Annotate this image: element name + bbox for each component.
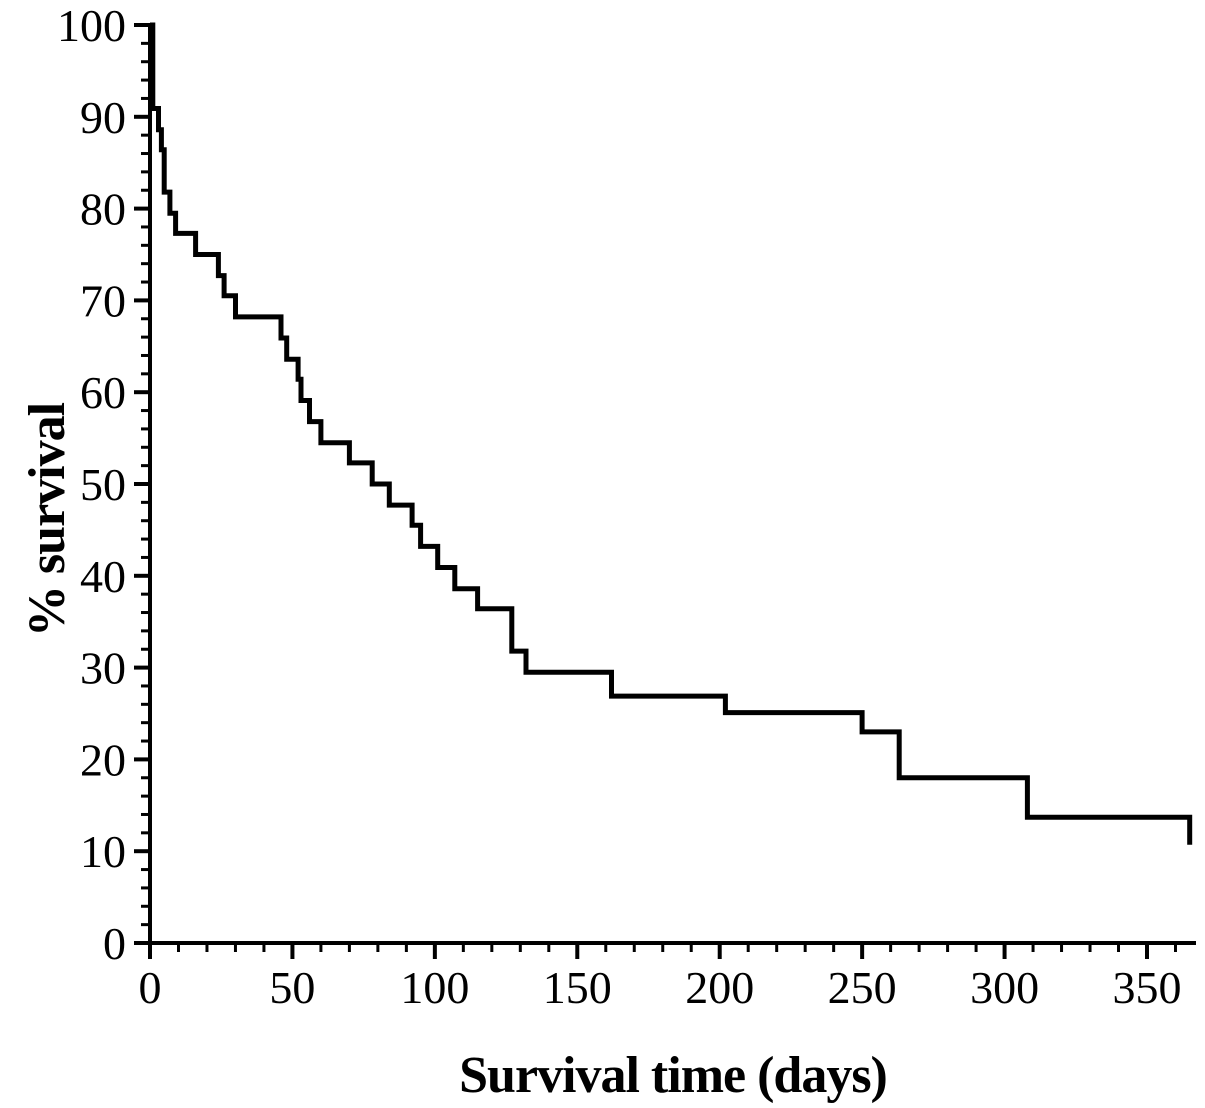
y-tick-label: 0: [103, 918, 126, 969]
x-axis-title: Survival time (days): [459, 1047, 887, 1104]
y-tick-label: 90: [80, 92, 126, 143]
y-axis-title: % survival: [19, 402, 76, 637]
x-tick-label: 50: [269, 962, 315, 1013]
y-tick-label: 80: [80, 184, 126, 235]
survival-curve: [150, 22, 1193, 845]
axis-lines: [148, 23, 1196, 945]
y-tick-label: 40: [80, 551, 126, 602]
x-tick-label: 200: [685, 962, 754, 1013]
y-tick-label: 60: [80, 367, 126, 418]
x-tick-label: 0: [139, 962, 162, 1013]
y-tick-label: 50: [80, 459, 126, 510]
y-tick-label: 10: [80, 826, 126, 877]
y-tick-label: 100: [57, 0, 126, 51]
x-tick-label: 150: [543, 962, 612, 1013]
y-tick-label: 70: [80, 275, 126, 326]
axis-ticks: [134, 23, 1177, 959]
y-tick-label: 30: [80, 643, 126, 694]
axis-tick-labels: 0 50 100 150 200 250 300 350 0 10 20 30 40 50 60 70 80 90…: [57, 0, 1182, 1013]
x-tick-label: 100: [400, 962, 469, 1013]
x-tick-label: 350: [1113, 962, 1182, 1013]
x-tick-label: 300: [970, 962, 1039, 1013]
y-tick-label: 20: [80, 734, 126, 785]
x-tick-label: 250: [828, 962, 897, 1013]
axes: [148, 23, 1196, 945]
